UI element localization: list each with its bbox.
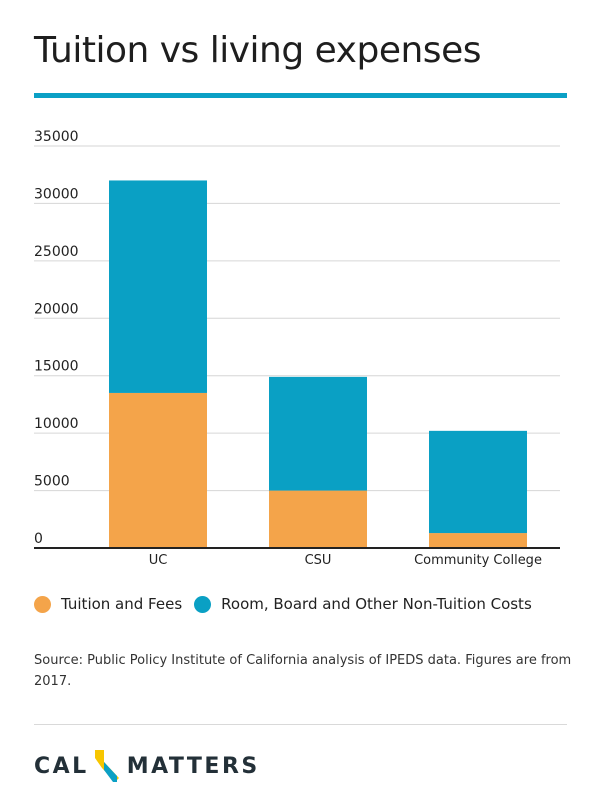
- logo-text-left: CAL: [34, 753, 89, 779]
- x-tick-label: UC: [149, 553, 168, 568]
- x-tick-label: Community College: [414, 553, 542, 568]
- y-tick-label: 15000: [34, 359, 79, 375]
- title-rule: [34, 93, 567, 98]
- circle-icon: [194, 595, 212, 613]
- chart-title: Tuition vs living expenses: [34, 30, 481, 71]
- legend: Tuition and Fees Room, Board and Other N…: [34, 595, 574, 613]
- calmatters-logo: CAL MATTERS: [34, 748, 260, 784]
- y-tick-label: 20000: [34, 301, 79, 317]
- california-state-icon: [94, 750, 119, 782]
- legend-label-room-board: Room, Board and Other Non-Tuition Costs: [221, 595, 532, 613]
- y-tick-label: 25000: [34, 244, 79, 260]
- bar-segment-tuition: [269, 490, 367, 548]
- legend-item-room-board: Room, Board and Other Non-Tuition Costs: [194, 595, 532, 613]
- y-tick-label: 35000: [34, 129, 79, 145]
- bar-segment-room-board: [109, 180, 207, 393]
- y-tick-label: 5000: [34, 474, 70, 490]
- y-tick-label: 0: [34, 531, 43, 547]
- legend-item-tuition: Tuition and Fees: [34, 595, 182, 613]
- x-tick-label: CSU: [305, 553, 332, 568]
- footer-rule: [34, 724, 567, 725]
- bar-segment-room-board: [269, 376, 367, 491]
- bar-segment-tuition: [109, 392, 207, 548]
- legend-label-tuition: Tuition and Fees: [61, 595, 183, 613]
- source-note: Source: Public Policy Institute of Calif…: [34, 653, 572, 689]
- logo-text-right: MATTERS: [126, 753, 260, 779]
- bar-segment-tuition: [429, 533, 527, 548]
- y-tick-label: 30000: [34, 186, 79, 202]
- circle-icon: [34, 595, 51, 613]
- bar-segment-room-board: [429, 430, 527, 534]
- y-tick-label: 10000: [34, 416, 79, 432]
